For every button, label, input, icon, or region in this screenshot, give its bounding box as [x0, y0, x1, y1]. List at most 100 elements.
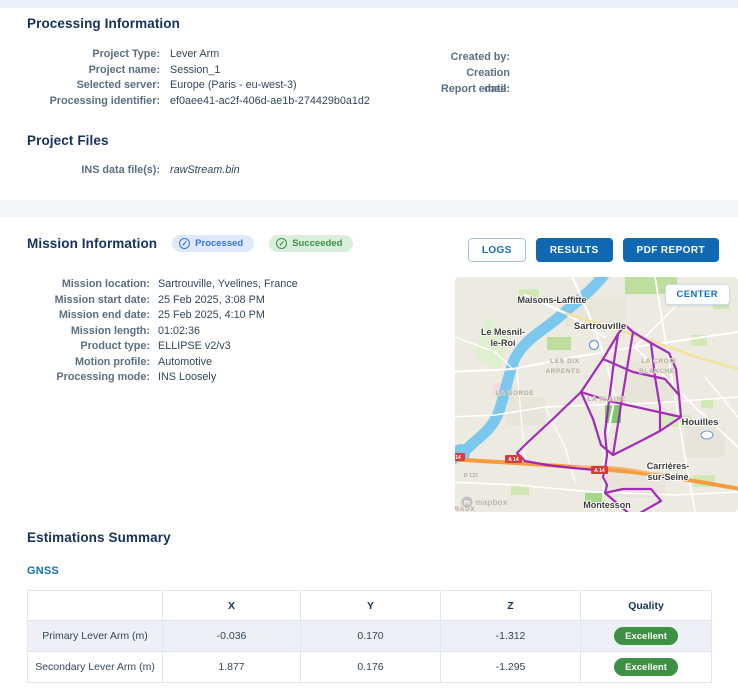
- field-created-by: Created by:: [440, 49, 520, 65]
- cell-y: 0.176: [300, 651, 441, 683]
- field-value: Automotive: [158, 355, 213, 368]
- processing-fields-left: Project Type: Lever Arm Project name: Se…: [27, 47, 370, 109]
- cell-quality: Excellent: [580, 620, 712, 652]
- logs-button[interactable]: LOGS: [467, 238, 526, 262]
- field-motion-profile: Motion profile: Automotive: [27, 355, 298, 371]
- gnss-table: X Y Z Quality Primary Lever Arm (m) -0.0…: [27, 590, 712, 683]
- field-processing-mode: Processing mode: INS Loosely: [27, 370, 298, 386]
- mission-information-title: Mission Information: [27, 236, 158, 251]
- shield-a14-1: A 14: [508, 457, 519, 463]
- town-sartrouville: Sartrouville: [574, 321, 626, 332]
- field-label: Mission location:: [61, 278, 150, 290]
- cell-z: -1.312: [440, 620, 581, 652]
- cell-x: -0.036: [162, 620, 301, 652]
- map-center-button[interactable]: CENTER: [664, 284, 730, 305]
- field-label: Project Type:: [92, 48, 160, 60]
- shield-a14-2: A 14: [594, 468, 605, 474]
- field-label: Processing identifier:: [49, 94, 160, 107]
- field-value: INS Loosely: [158, 371, 217, 383]
- status-badge-succeeded: ✓ Succeeded: [269, 235, 354, 252]
- row-label: Primary Lever Arm (m): [27, 620, 163, 652]
- map-district-labels: LES DIX ARPENTS LA CROIX BLANCHE LA PLAI…: [455, 358, 677, 513]
- town-maisons-laffitte: Maisons-Laffitte: [517, 295, 586, 305]
- column-header-label: [27, 590, 163, 621]
- processing-fields-right: Created by: Creation date: Report email:: [440, 49, 520, 97]
- column-header-quality: Quality: [580, 590, 712, 621]
- table-row-primary-lever-arm: Primary Lever Arm (m) -0.036 0.170 -1.31…: [27, 620, 712, 652]
- svg-text:m: m: [464, 500, 470, 507]
- field-label: Project name:: [88, 63, 160, 76]
- town-montesson: Montesson: [583, 500, 631, 510]
- badge-label: Succeeded: [292, 238, 343, 249]
- town-carrieres-line2: sur-Seine: [647, 472, 688, 482]
- quality-badge: Excellent: [614, 658, 678, 676]
- field-mission-start-date: Mission start date: 25 Feb 2025, 3:08 PM: [27, 293, 298, 309]
- section-divider-band: [0, 200, 738, 217]
- shield-a14-left: 14: [455, 455, 461, 461]
- pdf-report-button[interactable]: PDF REPORT: [622, 238, 719, 262]
- column-header-z: Z: [440, 590, 581, 621]
- mission-map[interactable]: 14 A 14 A 14 D 121 LES DIX ARPENTS LA CR…: [455, 277, 738, 512]
- cell-z: -1.295: [440, 651, 581, 683]
- field-label: Mission start date:: [54, 293, 150, 306]
- field-report-email: Report email:: [440, 81, 520, 97]
- field-label: Motion profile:: [75, 355, 150, 368]
- results-button[interactable]: RESULTS: [535, 238, 613, 262]
- field-selected-server: Selected server: Europe (Paris - eu-west…: [27, 78, 370, 94]
- district-la-croix: LA CROIX: [641, 358, 677, 365]
- road-label-d121: D 121: [464, 473, 479, 479]
- district-blanche: BLANCHE: [639, 368, 675, 375]
- district-la-borde: LA BORDE: [496, 390, 534, 397]
- mapbox-logo-icon: [461, 496, 473, 508]
- cell-x: 1.877: [162, 651, 301, 683]
- mission-action-buttons: LOGS RESULTS PDF REPORT: [467, 238, 719, 262]
- table-row-secondary-lever-arm: Secondary Lever Arm (m) 1.877 0.176 -1.2…: [27, 651, 712, 683]
- district-la-plaine: LA PLAINE: [587, 396, 626, 403]
- town-carrieres-line1: Carrières-: [647, 461, 690, 471]
- map-road-shields: 14 A 14 A 14 D 121: [455, 339, 714, 479]
- mapbox-attribution: m mapbox: [461, 496, 508, 508]
- mapbox-wordmark: mapbox: [475, 497, 508, 507]
- mission-fields: Mission location: Sartrouville, Yvelines…: [27, 277, 298, 386]
- field-value: rawStream.bin: [170, 164, 240, 176]
- row-label: Secondary Lever Arm (m): [27, 651, 163, 683]
- field-label: Report email:: [441, 83, 510, 95]
- field-value: Session_1: [170, 63, 221, 76]
- field-processing-identifier: Processing identifier: ef0aee41-ac2f-406…: [27, 94, 370, 110]
- map-route-track: [515, 323, 683, 512]
- town-le-mesnil-line1: Le Mesnil-: [481, 327, 525, 337]
- field-mission-location: Mission location: Sartrouville, Yvelines…: [27, 277, 298, 293]
- check-circle-icon: ✓: [179, 238, 191, 249]
- field-value: 25 Feb 2025, 3:08 PM: [158, 293, 265, 306]
- project-files-title: Project Files: [27, 133, 109, 148]
- sartrouville-road-shield-icon: [588, 339, 600, 351]
- field-value: ELLIPSE v2/v3: [158, 340, 231, 352]
- field-mission-length: Mission length: 01:02:36: [27, 324, 298, 340]
- gnss-section-title: GNSS: [27, 565, 59, 577]
- check-circle-icon: ✓: [276, 238, 288, 249]
- district-arpents: ARPENTS: [546, 368, 581, 375]
- field-ins-data-files: INS data file(s): rawStream.bin: [27, 163, 240, 179]
- badge-label: Processed: [195, 238, 244, 249]
- field-label: Processing mode:: [56, 371, 150, 383]
- field-label: Mission length:: [70, 324, 150, 337]
- town-houilles: Houilles: [682, 417, 719, 428]
- map-secondary-road: [564, 311, 738, 371]
- field-value: Lever Arm: [170, 48, 220, 60]
- field-creation-date: Creation date:: [440, 65, 520, 95]
- field-value: Sartrouville, Yvelines, France: [158, 278, 298, 290]
- field-label: Selected server:: [76, 79, 160, 91]
- field-label: Created by:: [450, 51, 510, 63]
- processing-information-title: Processing Information: [27, 16, 180, 31]
- field-value: ef0aee41-ac2f-406d-ae1b-274429b0a1d2: [170, 94, 370, 107]
- cell-y: 0.170: [300, 620, 441, 652]
- estimations-summary-title: Estimations Summary: [27, 530, 171, 545]
- field-value: Europe (Paris - eu-west-3): [170, 79, 297, 91]
- map-canvas: 14 A 14 A 14 D 121 LES DIX ARPENTS LA CR…: [455, 277, 738, 512]
- mission-information-header: Mission Information ✓ Processed ✓ Succee…: [27, 235, 354, 252]
- map-roads: [455, 277, 738, 512]
- field-mission-end-date: Mission end date: 25 Feb 2025, 4:10 PM: [27, 308, 298, 324]
- district-baux: BAUX: [455, 506, 475, 512]
- project-files-fields: INS data file(s): rawStream.bin: [27, 163, 240, 179]
- field-project-name: Project name: Session_1: [27, 63, 370, 79]
